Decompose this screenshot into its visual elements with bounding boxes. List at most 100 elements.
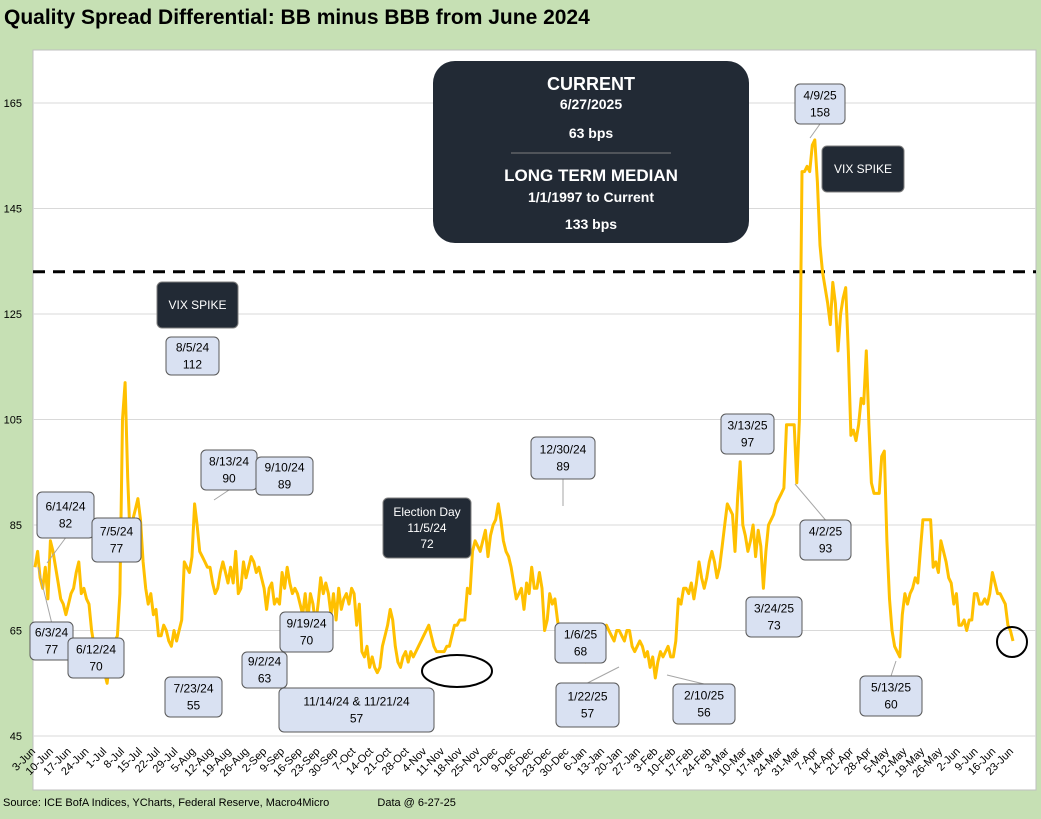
annotation-box — [554, 622, 607, 664]
annotation-text: 8/13/24 — [209, 455, 249, 469]
annotation-ann-9-19-24: 9/19/24 70 — [279, 611, 334, 653]
annotation-leader — [890, 660, 897, 677]
y-tick-label: 65 — [10, 626, 22, 638]
y-tick-label: 165 — [4, 98, 22, 110]
median-value: 133 bps — [565, 216, 617, 232]
annotation-ann-7-5-24: 7/5/24 77 — [91, 517, 142, 563]
annotation-leaders — [37, 123, 897, 685]
annotation-leader — [46, 537, 66, 564]
dark-label-text: Election Day — [393, 505, 460, 519]
annotation-box — [672, 683, 736, 725]
annotation-text: 70 — [300, 634, 314, 648]
source-line: Source: ICE BofA Indices, YCharts, Feder… — [3, 797, 456, 809]
annotation-leader — [809, 123, 821, 139]
dark-label-vix-spike-aug: VIX SPIKE — [156, 281, 239, 329]
annotation-box — [555, 682, 620, 728]
median-range: 1/1/1997 to Current — [528, 189, 654, 205]
annotation-text: 56 — [697, 706, 711, 720]
annotation-ann-7-23-24: 7/23/24 55 — [164, 676, 223, 718]
annotation-leader — [666, 674, 705, 685]
annotation-text: 2/10/25 — [684, 689, 724, 703]
annotation-text: 89 — [556, 460, 570, 474]
annotation-box — [859, 675, 923, 717]
annotation-box — [36, 491, 95, 539]
annotation-box — [530, 436, 596, 480]
annotation-leader — [213, 489, 230, 501]
y-tick-label: 105 — [4, 415, 22, 427]
dark-label-box — [821, 145, 905, 193]
annotation-text: 57 — [350, 712, 364, 726]
annotation-ann-6-3-24: 6/3/24 77 — [29, 621, 74, 661]
annotation-text: 3/13/25 — [727, 419, 767, 433]
annotation-text: 60 — [884, 698, 898, 712]
annotation-text: 8/5/24 — [176, 341, 210, 355]
annotation-text: 7/23/24 — [173, 682, 213, 696]
dark-labels: VIX SPIKE VIX SPIKE Election Day 11/5/24 72 — [156, 145, 905, 559]
annotation-text: 6/14/24 — [45, 500, 85, 514]
annotation-box — [165, 336, 220, 376]
chart-title: Quality Spread Differential: BB minus BB… — [4, 6, 590, 29]
data-date: Data @ 6-27-25 — [377, 797, 456, 809]
annotation-text: 158 — [810, 106, 830, 120]
annotation-ann-3-24-25: 3/24/25 73 — [745, 596, 803, 638]
annotation-text: 57 — [581, 707, 595, 721]
y-tick-label: 45 — [10, 731, 22, 743]
annotation-text: 93 — [819, 542, 833, 556]
annotation-box — [720, 413, 775, 455]
annotation-text: 70 — [89, 660, 103, 674]
annotation-text: 112 — [183, 358, 202, 372]
annotation-text: 4/2/25 — [809, 525, 843, 539]
annotation-text: 73 — [767, 619, 781, 633]
annotation-box — [67, 637, 125, 679]
current-date: 6/27/2025 — [560, 96, 622, 112]
annotation-leader — [587, 666, 620, 684]
annotation-box — [164, 676, 223, 718]
y-tick-label: 85 — [10, 520, 22, 532]
annotation-ann-5-13-25: 5/13/25 60 — [859, 675, 923, 717]
annotation-ann-2-10-25: 2/10/25 56 — [672, 683, 736, 725]
x-axis: 3-Jun10-Jun17-Jun24-Jun1-Jul8-Jul15-Jul2… — [10, 745, 1016, 780]
dark-label-election-day: Election Day 11/5/24 72 — [382, 497, 472, 559]
annotation-ann-1-22-25: 1/22/25 57 — [555, 682, 620, 728]
annotation-text: 9/10/24 — [264, 461, 304, 475]
nov-lows-ellipse — [421, 654, 493, 688]
annotation-text: 89 — [278, 478, 292, 492]
annotation-ann-6-12-24: 6/12/24 70 — [67, 637, 125, 679]
annotation-text: 6/3/24 — [35, 626, 69, 640]
annotation-text: 55 — [187, 699, 201, 713]
median-heading: LONG TERM MEDIAN — [504, 166, 678, 185]
annotation-text: 77 — [110, 542, 124, 556]
annotation-ann-6-14-24: 6/14/24 82 — [36, 491, 95, 539]
annotation-box — [745, 596, 803, 638]
annotation-text: 1/22/25 — [567, 690, 607, 704]
annotation-ann-12-30-24: 12/30/24 89 — [530, 436, 596, 480]
annotation-box — [278, 687, 435, 733]
annotation-text: 82 — [59, 517, 73, 531]
annotation-text: 3/24/25 — [754, 602, 794, 616]
annotation-text: 1/6/25 — [564, 628, 598, 642]
annotation-ann-4-2-25: 4/2/25 93 — [799, 519, 852, 561]
annotation-ann-8-5-24: 8/5/24 112 — [165, 336, 220, 376]
annotation-leader — [37, 566, 52, 623]
current-box: CURRENT 6/27/2025 63 bps LONG TERM MEDIA… — [433, 61, 749, 243]
annotation-box — [799, 519, 852, 561]
annotation-text: 68 — [574, 645, 588, 659]
annotation-ann-8-13-24: 8/13/24 90 — [200, 449, 258, 491]
annotation-box — [91, 517, 142, 563]
annotation-text: 7/5/24 — [100, 525, 134, 539]
dark-label-box — [382, 497, 472, 559]
annotation-text: 63 — [258, 672, 272, 686]
annotation-ann-9-2-24: 9/2/24 63 — [241, 651, 288, 689]
annotation-ann-3-13-25: 3/13/25 97 — [720, 413, 775, 455]
dark-label-text: 72 — [420, 537, 434, 551]
annotations: 6/14/24 82 6/3/24 77 7/5/24 77 6/12/24 70 8/5/24… — [29, 83, 923, 733]
y-axis: 45 65 85 105 125 145 165 — [4, 98, 22, 743]
annotation-text: 9/19/24 — [286, 617, 326, 631]
series-line — [33, 138, 1015, 685]
current-heading: CURRENT — [547, 74, 635, 94]
source-text: Source: ICE BofA Indices, YCharts, Feder… — [3, 797, 330, 809]
dark-label-box — [156, 281, 239, 329]
annotation-box — [279, 611, 334, 653]
y-tick-label: 125 — [4, 309, 22, 321]
annotation-ann-11-14-24: 11/14/24 & 11/21/24 57 — [278, 687, 435, 733]
